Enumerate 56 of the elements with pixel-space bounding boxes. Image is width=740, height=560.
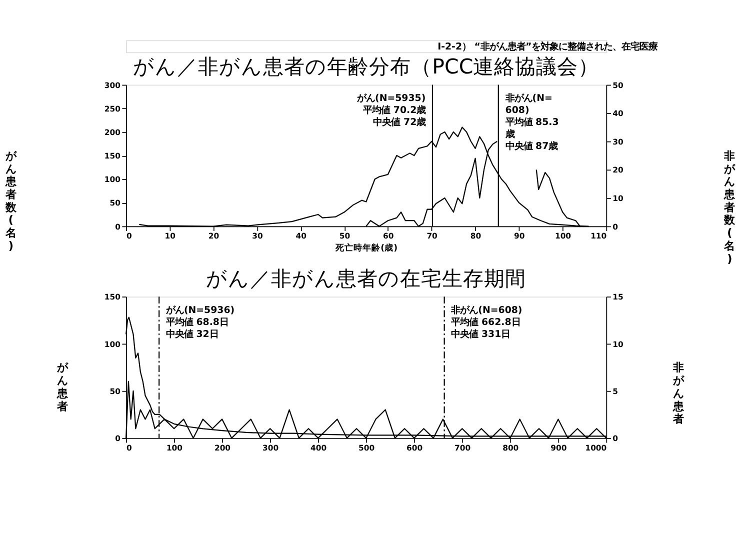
chart-title: がん／非がん患者の年齢分布（PCC連絡協議会） xyxy=(133,54,600,79)
y-tick-label: 300 xyxy=(104,80,120,90)
ref-line-label: 非がん(N=608)平均値 662.8日中央値 331日 xyxy=(450,304,522,340)
y-tick-label: 200 xyxy=(104,128,120,137)
x-axis-title: 死亡時年齢(歳) xyxy=(334,242,398,254)
ref-line-label: 非がん(N=608)平均値 85.3歳中央値 87歳 xyxy=(504,93,559,152)
y-tick-label: 150 xyxy=(104,152,120,161)
y-tick-label: 150 xyxy=(104,292,120,302)
x-tick-label: 10 xyxy=(164,232,176,241)
y2-tick-label: 15 xyxy=(612,292,624,302)
y-tick-label: 250 xyxy=(104,104,120,114)
x-tick-label: 500 xyxy=(358,444,375,453)
y-tick-label: 50 xyxy=(110,386,120,396)
x-tick-label: 200 xyxy=(214,444,231,453)
x-tick-label: 600 xyxy=(406,444,423,453)
x-tick-label: 80 xyxy=(470,232,482,241)
y2-tick-label: 30 xyxy=(612,137,624,146)
y2-tick-label: 20 xyxy=(612,166,624,175)
y-tick-label: 0 xyxy=(115,222,120,232)
x-tick-label: 0 xyxy=(126,232,132,241)
x-tick-label: 20 xyxy=(208,232,220,241)
y2-tick-label: 10 xyxy=(612,194,624,203)
y-tick-label: 50 xyxy=(110,198,120,208)
y-tick-label: 100 xyxy=(104,175,120,184)
y-tick-label: 0 xyxy=(115,434,120,444)
y2-tick-label: 0 xyxy=(612,434,618,444)
y-tick-label: 100 xyxy=(104,340,120,349)
ref-line-label: がん(N=5936)平均値 68.8日中央値 32日 xyxy=(164,304,235,340)
y-axis-title: がん患者 xyxy=(56,361,69,413)
x-tick-label: 60 xyxy=(383,232,394,241)
x-tick-label: 110 xyxy=(590,232,607,241)
x-tick-label: 100 xyxy=(166,444,183,453)
x-tick-label: 90 xyxy=(514,232,525,241)
x-tick-label: 800 xyxy=(502,444,519,453)
x-tick-label: 0 xyxy=(126,444,132,453)
x-tick-label: 100 xyxy=(554,232,572,241)
y2-axis-title: 非がん患者 xyxy=(672,361,685,426)
x-tick-label: 900 xyxy=(550,444,567,453)
x-tick-label: 50 xyxy=(339,232,350,241)
x-tick-label: 70 xyxy=(426,232,438,241)
x-tick-label: 40 xyxy=(296,232,306,241)
y2-tick-label: 50 xyxy=(612,80,624,90)
y-axis-title: がん患者数(名) xyxy=(4,149,18,252)
text: 非がん患者数(名) xyxy=(724,149,736,266)
chart-title: がん／非がん患者の在宅生存期間 xyxy=(206,266,526,290)
y2-tick-label: 0 xyxy=(612,222,618,232)
y2-tick-label: 40 xyxy=(612,109,624,118)
x-tick-label: 700 xyxy=(454,444,471,453)
y2-tick-label: 5 xyxy=(612,386,618,396)
x-tick-label: 1000 xyxy=(585,444,607,453)
x-tick-label: 30 xyxy=(252,232,263,241)
x-tick-label: 300 xyxy=(262,444,279,453)
x-tick-label: 400 xyxy=(310,444,327,453)
text: Ⅰ-2-2） “非がん患者”を対象に整備された、在宅医療 xyxy=(438,42,659,53)
y2-tick-label: 10 xyxy=(612,340,624,349)
ref-line-label: がん(N=5935)平均値 70.2歳中央値 72歳 xyxy=(356,93,426,128)
